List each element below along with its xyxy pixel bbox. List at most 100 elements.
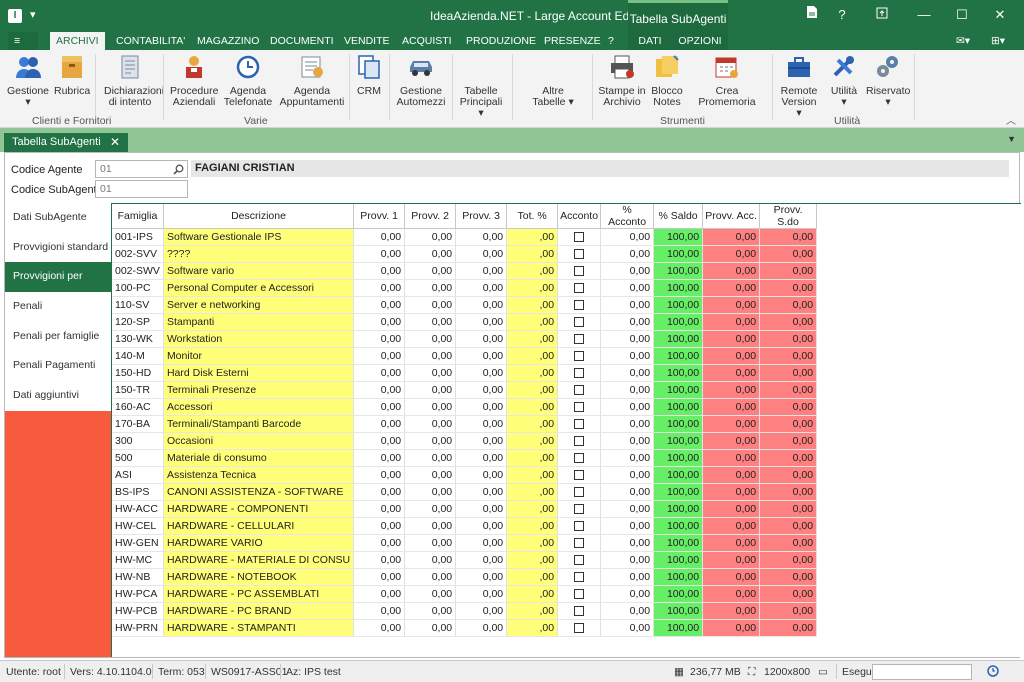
table-cell[interactable]: ,00 [506, 568, 559, 586]
search-icon[interactable] [173, 164, 184, 175]
acconto-checkbox-cell[interactable] [557, 432, 602, 450]
column-header-provv-1[interactable]: Provv. 1 [353, 204, 406, 229]
table-cell[interactable]: 0,00 [353, 381, 406, 399]
table-cell[interactable]: 0,00 [455, 466, 508, 484]
table-cell[interactable]: ???? [163, 245, 355, 263]
table-cell[interactable]: 0,00 [353, 415, 406, 433]
table-cell[interactable]: ,00 [506, 415, 559, 433]
file-menu-icon[interactable]: ≡ [8, 32, 38, 50]
table-cell[interactable]: 0,00 [353, 347, 406, 365]
acconto-checkbox-cell[interactable] [557, 602, 602, 620]
acconto-checkbox-cell[interactable] [557, 364, 602, 382]
table-cell[interactable]: 0,00 [759, 534, 818, 552]
table-cell[interactable]: 0,00 [759, 262, 818, 280]
acconto-checkbox-cell[interactable] [557, 500, 602, 518]
tab-documenti[interactable]: DOCUMENTI [270, 35, 334, 47]
table-cell[interactable]: 0,00 [600, 466, 655, 484]
table-cell[interactable]: 300 [112, 432, 164, 450]
table-cell[interactable]: 0,00 [404, 347, 457, 365]
table-cell[interactable]: 0,00 [759, 296, 818, 314]
table-cell[interactable]: Server e networking [163, 296, 355, 314]
acconto-checkbox-cell[interactable] [557, 466, 602, 484]
table-cell[interactable]: 0,00 [404, 381, 457, 399]
table-cell[interactable]: ,00 [506, 347, 559, 365]
table-cell[interactable]: 0,00 [600, 568, 655, 586]
table-cell[interactable]: 001-IPS [112, 228, 164, 246]
table-cell[interactable]: 0,00 [353, 279, 406, 297]
table-cell[interactable]: ,00 [506, 398, 559, 416]
acconto-checkbox[interactable] [574, 606, 585, 617]
table-cell[interactable]: 0,00 [455, 585, 508, 603]
table-cell[interactable]: 0,00 [404, 432, 457, 450]
column-header--acconto[interactable]: % Acconto [600, 204, 655, 229]
nav-item-penali-pagamenti[interactable]: Penali Pagamenti [5, 351, 111, 382]
table-cell[interactable]: 0,00 [353, 245, 406, 263]
gestione-button[interactable]: Gestione ▾ [6, 54, 50, 108]
acconto-checkbox[interactable] [574, 521, 585, 532]
column-header-provv-s-do[interactable]: Provv. S.do [759, 204, 818, 229]
dichiarazioni-button[interactable]: Dichiarazioni di intento [104, 54, 164, 108]
table-cell[interactable]: HARDWARE - MATERIALE DI CONSU [163, 551, 355, 569]
table-cell[interactable]: 0,00 [455, 347, 508, 365]
table-cell[interactable]: 100,00 [653, 245, 704, 263]
table-cell[interactable]: 0,00 [404, 313, 457, 331]
table-row[interactable]: HW-PCB HARDWARE - PC BRAND 0,00 0,00 0,00,00… [112, 602, 818, 620]
table-cell[interactable]: 0,00 [759, 347, 818, 365]
altre-tabelle-button[interactable]: Altre Tabelle ▾ [532, 85, 574, 108]
tab-vendite[interactable]: VENDITE [344, 35, 390, 47]
table-row[interactable]: BS-IPS CANONI ASSISTENZA - SOFTWARE 0,00 0,… [112, 483, 818, 501]
acconto-checkbox-cell[interactable] [557, 398, 602, 416]
table-cell[interactable]: ,00 [506, 449, 559, 467]
remote-version-button[interactable]: Remote Version ▾ [778, 54, 820, 119]
acconto-checkbox-cell[interactable] [557, 347, 602, 365]
table-cell[interactable]: HARDWARE - PC BRAND [163, 602, 355, 620]
stampe-archivio-button[interactable]: Stampe in Archivio [598, 54, 646, 108]
table-cell[interactable]: 0,00 [353, 449, 406, 467]
riservato-button[interactable]: Riservato ▾ [866, 54, 910, 108]
table-row[interactable]: 001-IPS Software Gestionale IPS 0,00 0,00 0,… [112, 228, 818, 246]
help-button[interactable]: ? [838, 7, 846, 22]
table-cell[interactable]: ,00 [506, 551, 559, 569]
table-cell[interactable]: 0,00 [600, 432, 655, 450]
acconto-checkbox[interactable] [574, 351, 585, 362]
table-cell[interactable]: ,00 [506, 500, 559, 518]
column-header-acconto[interactable]: Acconto [557, 204, 602, 229]
tab-opzioni[interactable]: OPZIONI [672, 32, 728, 50]
table-cell[interactable]: HARDWARE - NOTEBOOK [163, 568, 355, 586]
table-cell[interactable]: 0,00 [759, 415, 818, 433]
table-cell[interactable]: 0,00 [455, 381, 508, 399]
table-cell[interactable]: ,00 [506, 262, 559, 280]
table-row[interactable]: 002-SWV Software vario 0,00 0,00 0,00,00 0,00… [112, 262, 818, 280]
table-cell[interactable]: 0,00 [353, 296, 406, 314]
app-logo-icon[interactable]: I [8, 9, 22, 23]
table-cell[interactable]: ,00 [506, 313, 559, 331]
acconto-checkbox[interactable] [574, 419, 585, 430]
acconto-checkbox[interactable] [574, 334, 585, 345]
table-cell[interactable]: 0,00 [404, 483, 457, 501]
nav-item-provvigioni-standard[interactable]: Provvigioni standard [5, 232, 111, 263]
table-cell[interactable]: 0,00 [353, 398, 406, 416]
table-cell[interactable]: ,00 [506, 517, 559, 535]
table-cell[interactable]: 0,00 [353, 483, 406, 501]
nav-item-provvigioni-per-famiglie[interactable]: Provvigioni per famiglie [5, 262, 111, 312]
table-cell[interactable]: 0,00 [455, 415, 508, 433]
acconto-checkbox-cell[interactable] [557, 245, 602, 263]
crea-promemoria-button[interactable]: Crea Promemoria [688, 54, 766, 108]
table-row[interactable]: 002-SVV???? 0,00 0,00 0,00,00 0,00 100,00 0,00… [112, 245, 818, 263]
acconto-checkbox[interactable] [574, 368, 585, 379]
mail-icon[interactable]: ✉▾ [956, 35, 971, 47]
table-cell[interactable]: 0,00 [702, 534, 761, 552]
table-cell[interactable]: 0,00 [600, 313, 655, 331]
table-cell[interactable]: 0,00 [759, 398, 818, 416]
tabelle-principali-button[interactable]: Tabelle Principali ▾ [459, 85, 503, 119]
tab-dati[interactable]: DATI [628, 32, 672, 50]
table-cell[interactable]: 0,00 [600, 279, 655, 297]
table-cell[interactable]: 0,00 [455, 245, 508, 263]
table-cell[interactable]: 0,00 [702, 398, 761, 416]
table-cell[interactable]: 0,00 [702, 602, 761, 620]
table-cell[interactable]: 100,00 [653, 619, 704, 637]
window-icon[interactable]: ▭ [818, 666, 828, 678]
table-row[interactable]: HW-MC HARDWARE - MATERIALE DI CONSU 0,00 0,… [112, 551, 818, 569]
acconto-checkbox[interactable] [574, 623, 585, 634]
table-cell[interactable]: 0,00 [353, 534, 406, 552]
